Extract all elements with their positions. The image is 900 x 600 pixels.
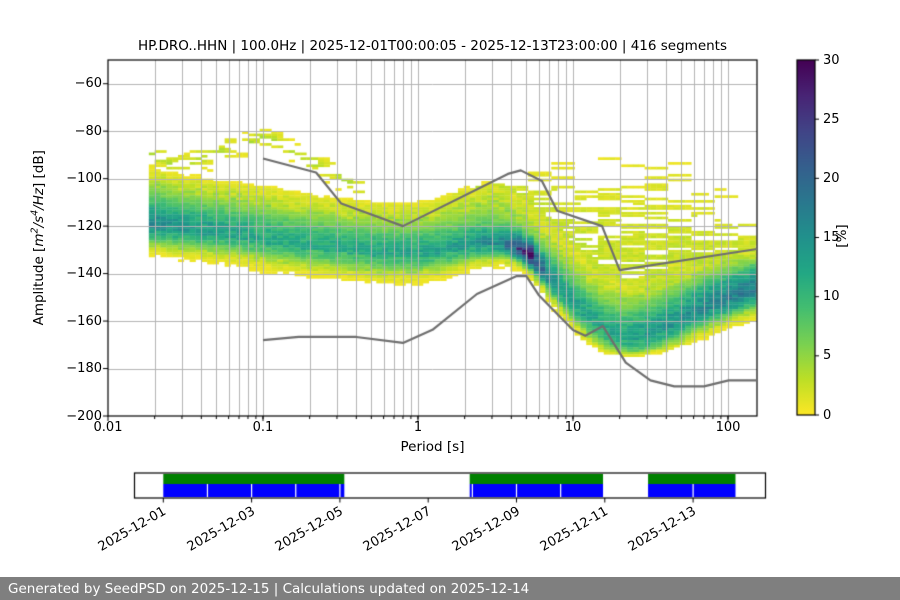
x-tick-label-100: 100 [715,420,741,435]
y-tick-label--100: −100 [66,171,102,187]
y-tick-label--200: −200 [66,408,102,424]
colorbar-tick-label-15: 15 [823,230,840,245]
y-tick-label--120: −120 [66,218,102,234]
y-axis-label-exp2: 2 [29,227,41,234]
y-tick-label--140: −140 [66,266,102,282]
y-tick-label--180: −180 [66,361,102,377]
footer-bar: Generated by SeedPSD on 2025-12-15 | Cal… [0,577,900,600]
x-tick-label-1: 1 [413,420,423,435]
y-axis-label-math-m: m [30,233,47,247]
y-tick-label--60: −60 [74,76,102,92]
x-tick-label-0.01: 0.01 [93,420,123,435]
colorbar-tick-label-20: 20 [823,170,840,186]
x-tick-label-10: 10 [564,420,582,435]
y-axis-label-math-hz: /Hz [30,188,47,210]
x-axis-label: Period [s] [400,439,465,455]
colorbar-tick-label-10: 10 [823,289,840,305]
colorbar-tick-label-25: 25 [823,111,840,127]
colorbar-tick-label-5: 5 [823,348,832,364]
plot-title: HP.DRO..HHN | 100.0Hz | 2025-12-01T00:00… [137,38,728,54]
y-tick-label--160: −160 [66,313,102,329]
y-axis-label-exp4: 4 [29,209,41,216]
colorbar-tick-label-30: 30 [823,52,840,68]
footer-text: Generated by SeedPSD on 2025-12-15 | Cal… [8,580,530,597]
x-tick-label-0.1: 0.1 [252,420,274,435]
y-tick-label--80: −80 [74,123,102,139]
colorbar-tick-label-0: 0 [823,407,832,423]
